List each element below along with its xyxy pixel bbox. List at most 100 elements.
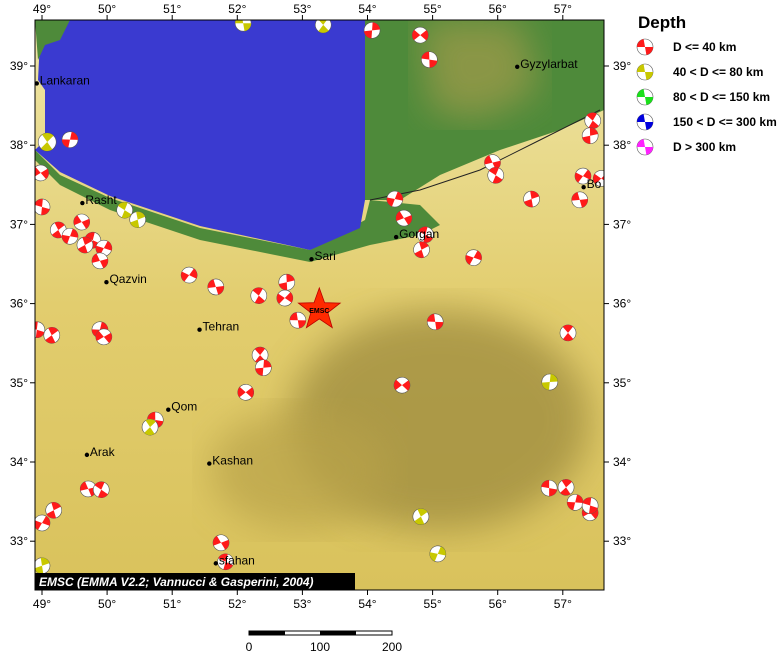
- earthquake-event[interactable]: [590, 167, 613, 190]
- earthquake-event[interactable]: [71, 212, 92, 233]
- earthquake-event[interactable]: [394, 208, 415, 229]
- main-event-label: EMSC: [309, 308, 329, 315]
- earthquake-event[interactable]: [363, 22, 381, 39]
- earthquake-event[interactable]: [61, 130, 80, 149]
- earthquake-event[interactable]: [41, 325, 62, 346]
- earthquake-event[interactable]: [411, 240, 431, 260]
- earthquake-event[interactable]: [522, 190, 541, 209]
- earthquake-event[interactable]: [541, 373, 559, 391]
- earthquake-event[interactable]: [128, 210, 147, 229]
- earthquake-event[interactable]: [540, 479, 559, 498]
- earthquake-event[interactable]: [410, 506, 431, 527]
- desert: [210, 410, 390, 530]
- earthquake-event[interactable]: [274, 287, 297, 310]
- earthquake-event[interactable]: [557, 322, 580, 345]
- beachball-compression: [95, 241, 112, 256]
- earthquake-event[interactable]: [215, 551, 236, 572]
- lat-tick-label: 35°: [613, 376, 631, 390]
- earthquake-event[interactable]: [234, 15, 252, 32]
- earthquake-event[interactable]: [463, 247, 485, 269]
- beachball-compression: [421, 51, 438, 68]
- coastal-lowland: [35, 20, 70, 60]
- legend-beachball-icon[interactable]: [636, 138, 654, 156]
- earthquake-event[interactable]: [93, 326, 115, 348]
- earthquake-event[interactable]: [415, 224, 436, 245]
- city-marker: [80, 200, 85, 206]
- earthquake-event[interactable]: [255, 359, 272, 377]
- city-marker: [309, 257, 314, 262]
- earthquake-event[interactable]: [572, 165, 594, 187]
- main-event-star[interactable]: [297, 286, 342, 329]
- earthquake-event[interactable]: [278, 273, 296, 291]
- earthquake-event[interactable]: [426, 313, 444, 331]
- legend-beachball-icon[interactable]: [636, 63, 654, 81]
- beachball-compression: [130, 211, 146, 228]
- beachball-compression: [427, 313, 444, 330]
- earthquake-event[interactable]: [555, 476, 577, 498]
- beachball-compression: [207, 279, 224, 295]
- earthquake-event[interactable]: [60, 226, 81, 247]
- earthquake-event[interactable]: [79, 479, 98, 498]
- earthquake-event[interactable]: [32, 197, 52, 217]
- earthquake-event[interactable]: [581, 127, 599, 144]
- beachball-compression: [85, 232, 101, 249]
- beachball-compression: [218, 553, 233, 570]
- earthquake-event[interactable]: [289, 311, 307, 329]
- lat-tick-label: 34°: [613, 455, 631, 469]
- earthquake-event[interactable]: [571, 191, 589, 209]
- city-marker: [84, 452, 90, 458]
- earthquake-event[interactable]: [565, 493, 584, 512]
- main-event[interactable]: EMSC: [297, 286, 342, 329]
- earthquake-event[interactable]: [211, 532, 232, 553]
- earthquake-event[interactable]: [485, 164, 507, 186]
- city-label: Sari: [315, 249, 336, 263]
- scale-label: 200: [382, 640, 402, 652]
- city-label: Gyzylarbat: [520, 57, 578, 71]
- earthquake-event[interactable]: [75, 235, 95, 255]
- beachball-compression: [567, 494, 584, 511]
- earthquake-event[interactable]: [90, 251, 110, 271]
- beachball-compression: [237, 386, 254, 398]
- earthquake-event[interactable]: [93, 237, 115, 259]
- earthquake-event[interactable]: [235, 381, 257, 403]
- earthquake-event[interactable]: [139, 416, 161, 438]
- earthquake-event[interactable]: [207, 278, 225, 296]
- earthquake-event[interactable]: [427, 543, 448, 564]
- beachball-compression: [418, 226, 433, 243]
- earthquake-event[interactable]: [90, 479, 112, 501]
- lat-tick-label: 39°: [10, 59, 28, 73]
- beachball-compression: [77, 237, 92, 253]
- beachball-compression: [541, 374, 558, 390]
- legend-beachball-icon[interactable]: [636, 88, 654, 106]
- beachball-compression: [45, 327, 59, 344]
- lon-tick-label: 54°: [358, 2, 376, 16]
- earthquake-event[interactable]: [35, 129, 60, 154]
- legend-beachball-icon[interactable]: [636, 38, 654, 56]
- lon-tick-label: 50°: [98, 2, 116, 16]
- legend-title: Depth: [638, 13, 686, 32]
- earthquake-event[interactable]: [391, 374, 413, 396]
- earthquake-event[interactable]: [409, 24, 432, 47]
- earthquake-event[interactable]: [483, 153, 502, 172]
- scale-label: 100: [310, 640, 330, 652]
- earthquake-event[interactable]: [33, 557, 51, 575]
- earthquake-event[interactable]: [312, 14, 335, 37]
- lon-tick-label: 56°: [489, 597, 507, 611]
- earthquake-event[interactable]: [44, 500, 64, 520]
- beachball-compression: [117, 202, 132, 219]
- earthquake-event[interactable]: [114, 199, 136, 221]
- earthquake-event[interactable]: [580, 495, 600, 515]
- border-line: [369, 109, 601, 201]
- earthquake-event[interactable]: [581, 109, 604, 132]
- earthquake-event[interactable]: [178, 264, 200, 286]
- lon-tick-label: 55°: [424, 597, 442, 611]
- earthquake-event[interactable]: [248, 284, 271, 307]
- earthquake-event[interactable]: [420, 51, 438, 69]
- legend-beachball-icon[interactable]: [636, 113, 654, 131]
- legend-item-label: 80 < D <= 150 km: [673, 90, 770, 104]
- lon-tick-label: 53°: [293, 2, 311, 16]
- beachball-compression: [94, 481, 108, 498]
- earthquake-event[interactable]: [385, 189, 406, 210]
- earthquake-event[interactable]: [30, 162, 52, 184]
